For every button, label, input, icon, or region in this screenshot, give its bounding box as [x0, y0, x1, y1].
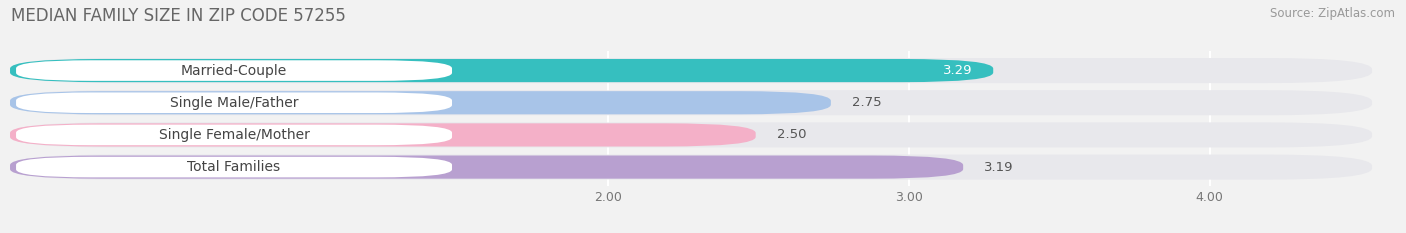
- Text: Total Families: Total Families: [187, 160, 281, 174]
- FancyBboxPatch shape: [10, 58, 1372, 83]
- FancyBboxPatch shape: [10, 154, 1372, 180]
- FancyBboxPatch shape: [10, 59, 993, 82]
- Text: Married-Couple: Married-Couple: [181, 64, 287, 78]
- Text: Single Female/Mother: Single Female/Mother: [159, 128, 309, 142]
- FancyBboxPatch shape: [15, 125, 451, 145]
- Text: 2.75: 2.75: [852, 96, 882, 109]
- Text: Single Male/Father: Single Male/Father: [170, 96, 298, 110]
- Text: MEDIAN FAMILY SIZE IN ZIP CODE 57255: MEDIAN FAMILY SIZE IN ZIP CODE 57255: [11, 7, 346, 25]
- FancyBboxPatch shape: [15, 60, 451, 81]
- FancyBboxPatch shape: [15, 157, 451, 177]
- Text: Source: ZipAtlas.com: Source: ZipAtlas.com: [1270, 7, 1395, 20]
- FancyBboxPatch shape: [10, 123, 755, 147]
- FancyBboxPatch shape: [10, 122, 1372, 147]
- FancyBboxPatch shape: [15, 93, 451, 113]
- FancyBboxPatch shape: [10, 155, 963, 179]
- FancyBboxPatch shape: [10, 91, 831, 114]
- Text: 2.50: 2.50: [776, 128, 806, 141]
- Text: 3.29: 3.29: [942, 64, 972, 77]
- Text: 3.19: 3.19: [984, 161, 1014, 174]
- FancyBboxPatch shape: [10, 90, 1372, 115]
